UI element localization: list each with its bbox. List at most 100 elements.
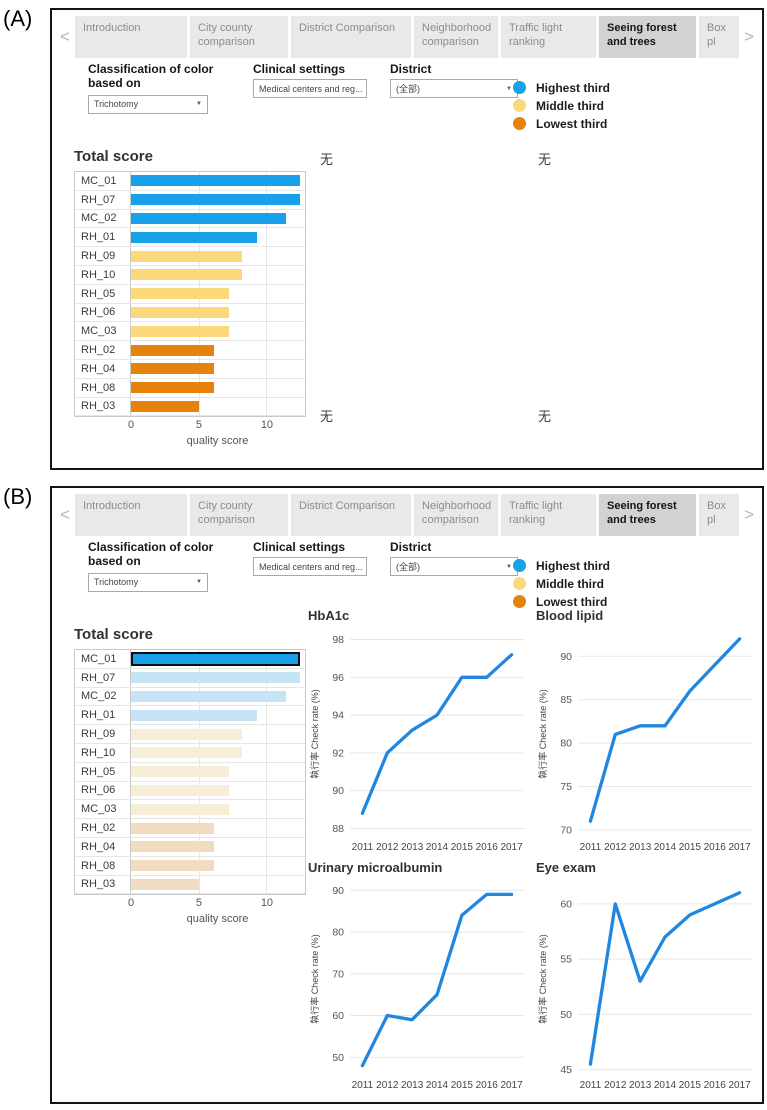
svg-text:2017: 2017	[500, 1080, 523, 1091]
bar[interactable]	[131, 194, 300, 206]
legend-color-dot	[513, 595, 526, 608]
bar[interactable]	[131, 709, 258, 721]
left-chevron-icon[interactable]	[55, 16, 75, 58]
bar[interactable]	[131, 860, 214, 872]
svg-text:2015: 2015	[451, 1080, 474, 1091]
svg-text:98: 98	[332, 634, 344, 646]
line-chart-hba1c: HbA1c 88 90 92 94 96 98 執行率 Check rate (%) 2011…	[308, 608, 534, 856]
bar[interactable]	[131, 306, 229, 318]
dashboard-tab[interactable]: Traffic light ranking	[501, 494, 596, 536]
bar-track	[131, 191, 305, 209]
svg-text:執行率 Check rate (%): 執行率 Check rate (%)	[537, 934, 548, 1024]
svg-text:2012: 2012	[376, 842, 399, 853]
bar[interactable]	[131, 784, 229, 796]
tab-strip: Introduction City county comparison Distri…	[75, 16, 739, 58]
clinical-settings-select[interactable]: Medical centers and reg...	[253, 79, 367, 99]
bar-row: RH_02	[75, 341, 305, 360]
clinical-settings-value: Medical centers and reg...	[259, 83, 363, 94]
bar[interactable]	[131, 400, 199, 412]
bar[interactable]	[131, 803, 229, 815]
bar[interactable]	[131, 212, 286, 224]
bar[interactable]	[131, 822, 214, 834]
classification-select[interactable]: Trichotomy	[88, 572, 208, 592]
bar[interactable]	[131, 690, 286, 702]
bar-track	[131, 763, 305, 781]
legend-item[interactable]: Lowest third	[513, 117, 610, 131]
figure-label-b: (B)	[3, 484, 33, 509]
bar[interactable]	[131, 231, 258, 243]
dashboard-tab[interactable]: Introduction	[75, 494, 187, 536]
dashboard-tab[interactable]: Box pl	[699, 16, 739, 58]
bar[interactable]	[131, 363, 214, 375]
legend-item[interactable]: Middle third	[513, 577, 610, 591]
left-chevron-icon[interactable]	[55, 494, 75, 536]
x-axis-tick: 5	[195, 419, 203, 432]
dashboard-tab[interactable]: City county comparison	[190, 494, 288, 536]
bar[interactable]	[131, 878, 199, 890]
classification-value: Trichotomy	[94, 99, 139, 110]
bar-chart-title: Total score	[74, 148, 153, 165]
svg-text:60: 60	[332, 1010, 344, 1022]
bar[interactable]	[131, 728, 243, 740]
dashboard-tab[interactable]: Neighborhood comparison	[414, 16, 498, 58]
bar-category-label: RH_05	[75, 762, 131, 781]
svg-text:80: 80	[560, 738, 572, 750]
clinical-settings-select[interactable]: Medical centers and reg...	[253, 557, 367, 577]
bar[interactable]	[131, 766, 229, 778]
bar[interactable]	[131, 250, 243, 262]
bar-track	[131, 398, 305, 416]
dashboard-tab[interactable]: Traffic light ranking	[501, 16, 596, 58]
svg-text:75: 75	[560, 781, 572, 793]
bar[interactable]	[131, 652, 300, 666]
district-label: District	[390, 62, 432, 76]
line-chart-blood-lipid: Blood lipid 70 75 80 85 90 執行率 Check rate (%)…	[536, 608, 762, 856]
bar-track	[131, 800, 305, 818]
bar-row: RH_05	[75, 284, 305, 304]
district-select[interactable]: (全部)	[390, 557, 518, 577]
legend-item[interactable]: Highest third	[513, 559, 610, 573]
dashboard-tab[interactable]: District Comparison	[291, 494, 411, 536]
bar[interactable]	[131, 672, 300, 684]
bar-category-label: RH_08	[75, 856, 131, 875]
bar-track	[131, 688, 305, 706]
bar[interactable]	[131, 747, 243, 759]
svg-text:2016: 2016	[704, 842, 727, 853]
dashboard-tab[interactable]: Seeing forest and trees	[599, 16, 696, 58]
right-chevron-icon[interactable]	[739, 16, 759, 58]
svg-text:2015: 2015	[679, 1080, 702, 1091]
bar[interactable]	[131, 382, 214, 394]
svg-text:2012: 2012	[604, 1080, 627, 1091]
dashboard-tab[interactable]: City county comparison	[190, 16, 288, 58]
legend-item[interactable]: Middle third	[513, 99, 610, 113]
bar[interactable]	[131, 175, 300, 187]
dashboard-tab[interactable]: Introduction	[75, 16, 187, 58]
dashboard-tab[interactable]: Neighborhood comparison	[414, 494, 498, 536]
district-select[interactable]: (全部)	[390, 79, 518, 99]
svg-text:90: 90	[332, 885, 344, 897]
dashboard-tab[interactable]: Seeing forest and trees	[599, 494, 696, 536]
right-chevron-icon[interactable]	[739, 494, 759, 536]
bar[interactable]	[131, 325, 229, 337]
x-axis-tick: 10	[260, 419, 274, 432]
classification-select[interactable]: Trichotomy	[88, 94, 208, 114]
dashboard-tab[interactable]: Box pl	[699, 494, 739, 536]
bar[interactable]	[131, 344, 214, 356]
svg-text:2012: 2012	[604, 842, 627, 853]
legend-item[interactable]: Highest third	[513, 81, 610, 95]
bar-row: RH_08	[75, 378, 305, 398]
bar-track	[131, 360, 305, 378]
bar-row: RH_01	[75, 228, 305, 248]
bar-row: RH_04	[75, 359, 305, 379]
bar-track	[131, 744, 305, 762]
bar-category-label: RH_07	[75, 668, 131, 687]
bar-row: RH_03	[75, 875, 305, 895]
legend-item[interactable]: Lowest third	[513, 595, 610, 609]
bar-category-label: RH_06	[75, 781, 131, 800]
bar-category-label: RH_07	[75, 190, 131, 209]
bar[interactable]	[131, 269, 243, 281]
bar-category-label: MC_01	[75, 172, 131, 190]
bar[interactable]	[131, 841, 214, 853]
dashboard-tab[interactable]: District Comparison	[291, 16, 411, 58]
bar[interactable]	[131, 288, 229, 300]
